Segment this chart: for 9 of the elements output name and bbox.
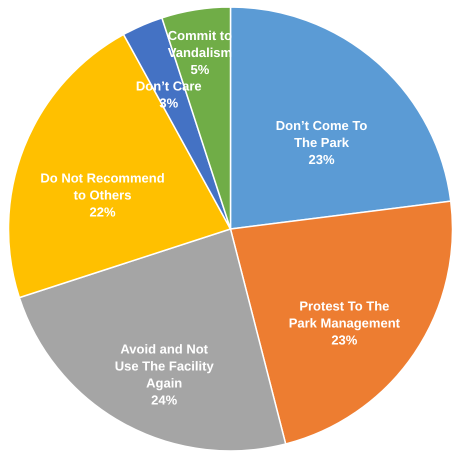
data-label: 23% [308, 152, 335, 167]
slice-label: Protest To The Park Management [288, 298, 401, 330]
data-label: 5% [190, 62, 210, 78]
slice-label: Avoid and Not Use The Facility Again [114, 342, 214, 391]
data-label: 22% [90, 204, 116, 220]
slice-label: Do Not Recommend to Others [40, 170, 165, 202]
data-label: 23% [331, 332, 358, 348]
data-label: 24% [151, 392, 178, 408]
slice-label: Don’t Come To The Park [276, 118, 368, 150]
